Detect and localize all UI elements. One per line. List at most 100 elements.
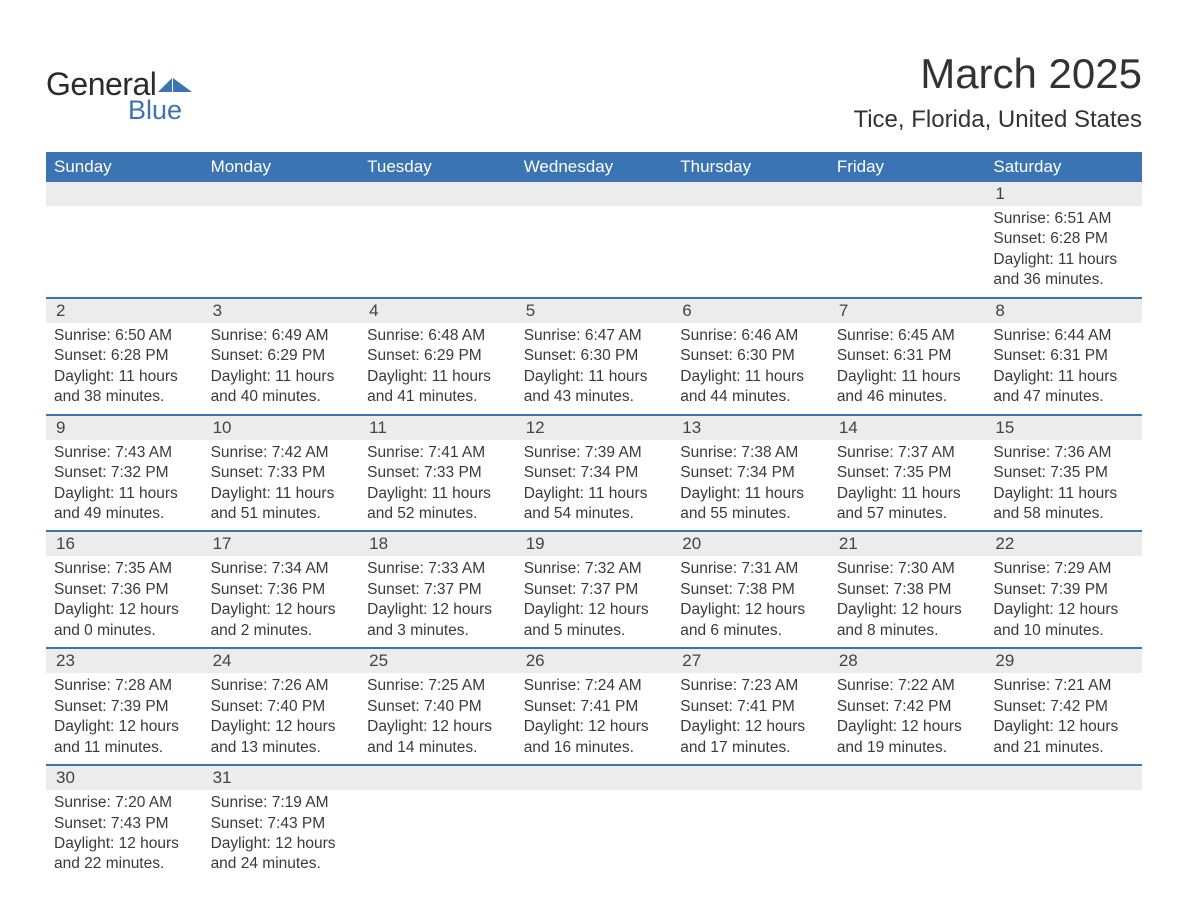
- calendar-day-cell: 9Sunrise: 7:43 AMSunset: 7:32 PMDaylight…: [46, 415, 203, 532]
- calendar-day-cell: 21Sunrise: 7:30 AMSunset: 7:38 PMDayligh…: [829, 531, 986, 648]
- month-title: March 2025: [853, 50, 1142, 98]
- calendar-day-cell: 28Sunrise: 7:22 AMSunset: 7:42 PMDayligh…: [829, 648, 986, 765]
- calendar-day-cell: 19Sunrise: 7:32 AMSunset: 7:37 PMDayligh…: [516, 531, 673, 648]
- day-number: [359, 182, 516, 206]
- day-info-line: Sunrise: 7:42 AM: [211, 443, 352, 463]
- calendar-day-cell: [516, 765, 673, 881]
- day-number: [203, 182, 360, 206]
- day-info-line: Sunset: 7:34 PM: [680, 463, 821, 483]
- day-body: [829, 206, 986, 286]
- day-body: [985, 790, 1142, 870]
- day-info-line: Sunrise: 7:25 AM: [367, 676, 508, 696]
- calendar-day-cell: [46, 182, 203, 298]
- calendar-day-cell: [516, 182, 673, 298]
- day-body: Sunrise: 7:30 AMSunset: 7:38 PMDaylight:…: [829, 556, 986, 647]
- calendar-day-cell: [672, 182, 829, 298]
- day-body: Sunrise: 7:42 AMSunset: 7:33 PMDaylight:…: [203, 440, 360, 531]
- brand-logo: General Blue: [46, 66, 192, 126]
- day-info-line: Daylight: 12 hours and 10 minutes.: [993, 600, 1134, 641]
- calendar-day-cell: 5Sunrise: 6:47 AMSunset: 6:30 PMDaylight…: [516, 298, 673, 415]
- day-info-line: Daylight: 12 hours and 16 minutes.: [524, 717, 665, 758]
- day-info-line: Sunset: 7:38 PM: [837, 580, 978, 600]
- day-info-line: Sunrise: 7:41 AM: [367, 443, 508, 463]
- day-body: [46, 206, 203, 286]
- day-body: [203, 206, 360, 286]
- day-info-line: Sunset: 7:35 PM: [993, 463, 1134, 483]
- day-body: Sunrise: 7:39 AMSunset: 7:34 PMDaylight:…: [516, 440, 673, 531]
- day-info-line: Sunset: 6:30 PM: [680, 346, 821, 366]
- day-info-line: Daylight: 12 hours and 17 minutes.: [680, 717, 821, 758]
- day-number: 8: [985, 299, 1142, 323]
- day-info-line: Sunset: 7:36 PM: [211, 580, 352, 600]
- day-header: Saturday: [985, 152, 1142, 182]
- day-number: 25: [359, 649, 516, 673]
- day-info-line: Sunset: 7:33 PM: [367, 463, 508, 483]
- day-info-line: Daylight: 12 hours and 22 minutes.: [54, 834, 195, 875]
- day-info-line: Sunrise: 7:38 AM: [680, 443, 821, 463]
- day-body: [672, 790, 829, 870]
- day-info-line: Daylight: 11 hours and 38 minutes.: [54, 367, 195, 408]
- day-body: Sunrise: 7:22 AMSunset: 7:42 PMDaylight:…: [829, 673, 986, 764]
- day-info-line: Sunset: 7:42 PM: [993, 697, 1134, 717]
- day-body: [516, 206, 673, 286]
- day-info-line: Sunset: 7:38 PM: [680, 580, 821, 600]
- day-info-line: Sunset: 6:28 PM: [993, 229, 1134, 249]
- day-number: 26: [516, 649, 673, 673]
- day-body: Sunrise: 7:28 AMSunset: 7:39 PMDaylight:…: [46, 673, 203, 764]
- day-header: Thursday: [672, 152, 829, 182]
- calendar-day-cell: 24Sunrise: 7:26 AMSunset: 7:40 PMDayligh…: [203, 648, 360, 765]
- day-info-line: Sunrise: 7:28 AM: [54, 676, 195, 696]
- day-body: Sunrise: 7:29 AMSunset: 7:39 PMDaylight:…: [985, 556, 1142, 647]
- day-info-line: Sunrise: 7:37 AM: [837, 443, 978, 463]
- day-body: Sunrise: 7:25 AMSunset: 7:40 PMDaylight:…: [359, 673, 516, 764]
- calendar-table: SundayMondayTuesdayWednesdayThursdayFrid…: [46, 152, 1142, 881]
- day-info-line: Daylight: 11 hours and 40 minutes.: [211, 367, 352, 408]
- day-number: 16: [46, 532, 203, 556]
- day-info-line: Sunset: 7:34 PM: [524, 463, 665, 483]
- day-number: 21: [829, 532, 986, 556]
- day-number: 4: [359, 299, 516, 323]
- day-number: [829, 766, 986, 790]
- day-body: Sunrise: 7:23 AMSunset: 7:41 PMDaylight:…: [672, 673, 829, 764]
- day-number: 5: [516, 299, 673, 323]
- calendar-day-cell: 16Sunrise: 7:35 AMSunset: 7:36 PMDayligh…: [46, 531, 203, 648]
- day-number: 31: [203, 766, 360, 790]
- day-info-line: Daylight: 12 hours and 14 minutes.: [367, 717, 508, 758]
- day-info-line: Sunrise: 7:21 AM: [993, 676, 1134, 696]
- day-header: Sunday: [46, 152, 203, 182]
- day-info-line: Sunrise: 6:51 AM: [993, 209, 1134, 229]
- day-info-line: Daylight: 11 hours and 52 minutes.: [367, 484, 508, 525]
- day-body: Sunrise: 6:51 AMSunset: 6:28 PMDaylight:…: [985, 206, 1142, 297]
- day-body: Sunrise: 7:26 AMSunset: 7:40 PMDaylight:…: [203, 673, 360, 764]
- day-info-line: Daylight: 12 hours and 11 minutes.: [54, 717, 195, 758]
- day-info-line: Sunrise: 7:26 AM: [211, 676, 352, 696]
- day-body: Sunrise: 7:36 AMSunset: 7:35 PMDaylight:…: [985, 440, 1142, 531]
- day-body: Sunrise: 6:47 AMSunset: 6:30 PMDaylight:…: [516, 323, 673, 414]
- title-block: March 2025 Tice, Florida, United States: [853, 30, 1142, 134]
- day-body: Sunrise: 7:43 AMSunset: 7:32 PMDaylight:…: [46, 440, 203, 531]
- calendar-day-cell: [985, 765, 1142, 881]
- day-info-line: Sunset: 6:30 PM: [524, 346, 665, 366]
- calendar-day-cell: 13Sunrise: 7:38 AMSunset: 7:34 PMDayligh…: [672, 415, 829, 532]
- day-info-line: Sunrise: 7:22 AM: [837, 676, 978, 696]
- day-info-line: Sunrise: 6:44 AM: [993, 326, 1134, 346]
- day-info-line: Sunrise: 7:36 AM: [993, 443, 1134, 463]
- calendar-day-cell: 11 Sunrise: 7:41 AMSunset: 7:33 PMDayligh…: [359, 415, 516, 532]
- day-info-line: Sunrise: 6:49 AM: [211, 326, 352, 346]
- day-info-line: Daylight: 11 hours and 36 minutes.: [993, 250, 1134, 291]
- day-info-line: Sunset: 7:36 PM: [54, 580, 195, 600]
- calendar-day-cell: [203, 182, 360, 298]
- day-number: 11: [359, 416, 516, 440]
- day-body: Sunrise: 7:20 AMSunset: 7:43 PMDaylight:…: [46, 790, 203, 881]
- calendar-day-cell: 23Sunrise: 7:28 AMSunset: 7:39 PMDayligh…: [46, 648, 203, 765]
- day-number: [985, 766, 1142, 790]
- calendar-day-cell: 18Sunrise: 7:33 AMSunset: 7:37 PMDayligh…: [359, 531, 516, 648]
- day-body: Sunrise: 7:37 AMSunset: 7:35 PMDaylight:…: [829, 440, 986, 531]
- day-number: [672, 766, 829, 790]
- calendar-day-cell: [359, 765, 516, 881]
- day-info-line: Sunset: 7:40 PM: [367, 697, 508, 717]
- day-number: [516, 182, 673, 206]
- day-body: [829, 790, 986, 870]
- day-info-line: Sunset: 7:32 PM: [54, 463, 195, 483]
- day-info-line: Sunrise: 6:47 AM: [524, 326, 665, 346]
